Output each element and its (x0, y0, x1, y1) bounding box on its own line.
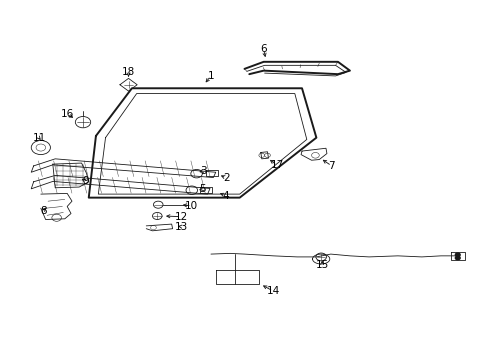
Text: 11: 11 (33, 133, 46, 143)
Circle shape (454, 256, 459, 260)
Text: 9: 9 (82, 176, 88, 186)
Text: 14: 14 (266, 286, 279, 296)
Text: 18: 18 (122, 67, 135, 77)
Circle shape (190, 170, 202, 178)
Circle shape (31, 140, 50, 154)
Text: 17: 17 (270, 160, 283, 170)
Text: 1: 1 (207, 71, 214, 81)
Circle shape (153, 201, 163, 208)
Circle shape (264, 153, 270, 157)
Text: 13: 13 (174, 221, 187, 231)
Text: 3: 3 (200, 166, 206, 176)
Text: 6: 6 (260, 45, 266, 54)
Circle shape (185, 186, 197, 194)
Text: 15: 15 (315, 260, 328, 270)
Circle shape (52, 214, 61, 221)
Circle shape (311, 153, 319, 158)
Text: 8: 8 (40, 206, 46, 216)
Text: 4: 4 (222, 190, 228, 201)
Circle shape (152, 212, 162, 220)
Circle shape (258, 153, 264, 157)
Text: 10: 10 (185, 201, 198, 211)
Circle shape (454, 253, 459, 257)
Circle shape (150, 225, 156, 230)
Circle shape (315, 253, 326, 261)
Text: 16: 16 (61, 109, 74, 119)
Circle shape (36, 144, 45, 151)
Text: 12: 12 (174, 212, 187, 222)
Circle shape (75, 117, 90, 128)
Text: 2: 2 (223, 173, 229, 183)
Text: 7: 7 (328, 161, 334, 171)
Text: 5: 5 (199, 184, 206, 194)
